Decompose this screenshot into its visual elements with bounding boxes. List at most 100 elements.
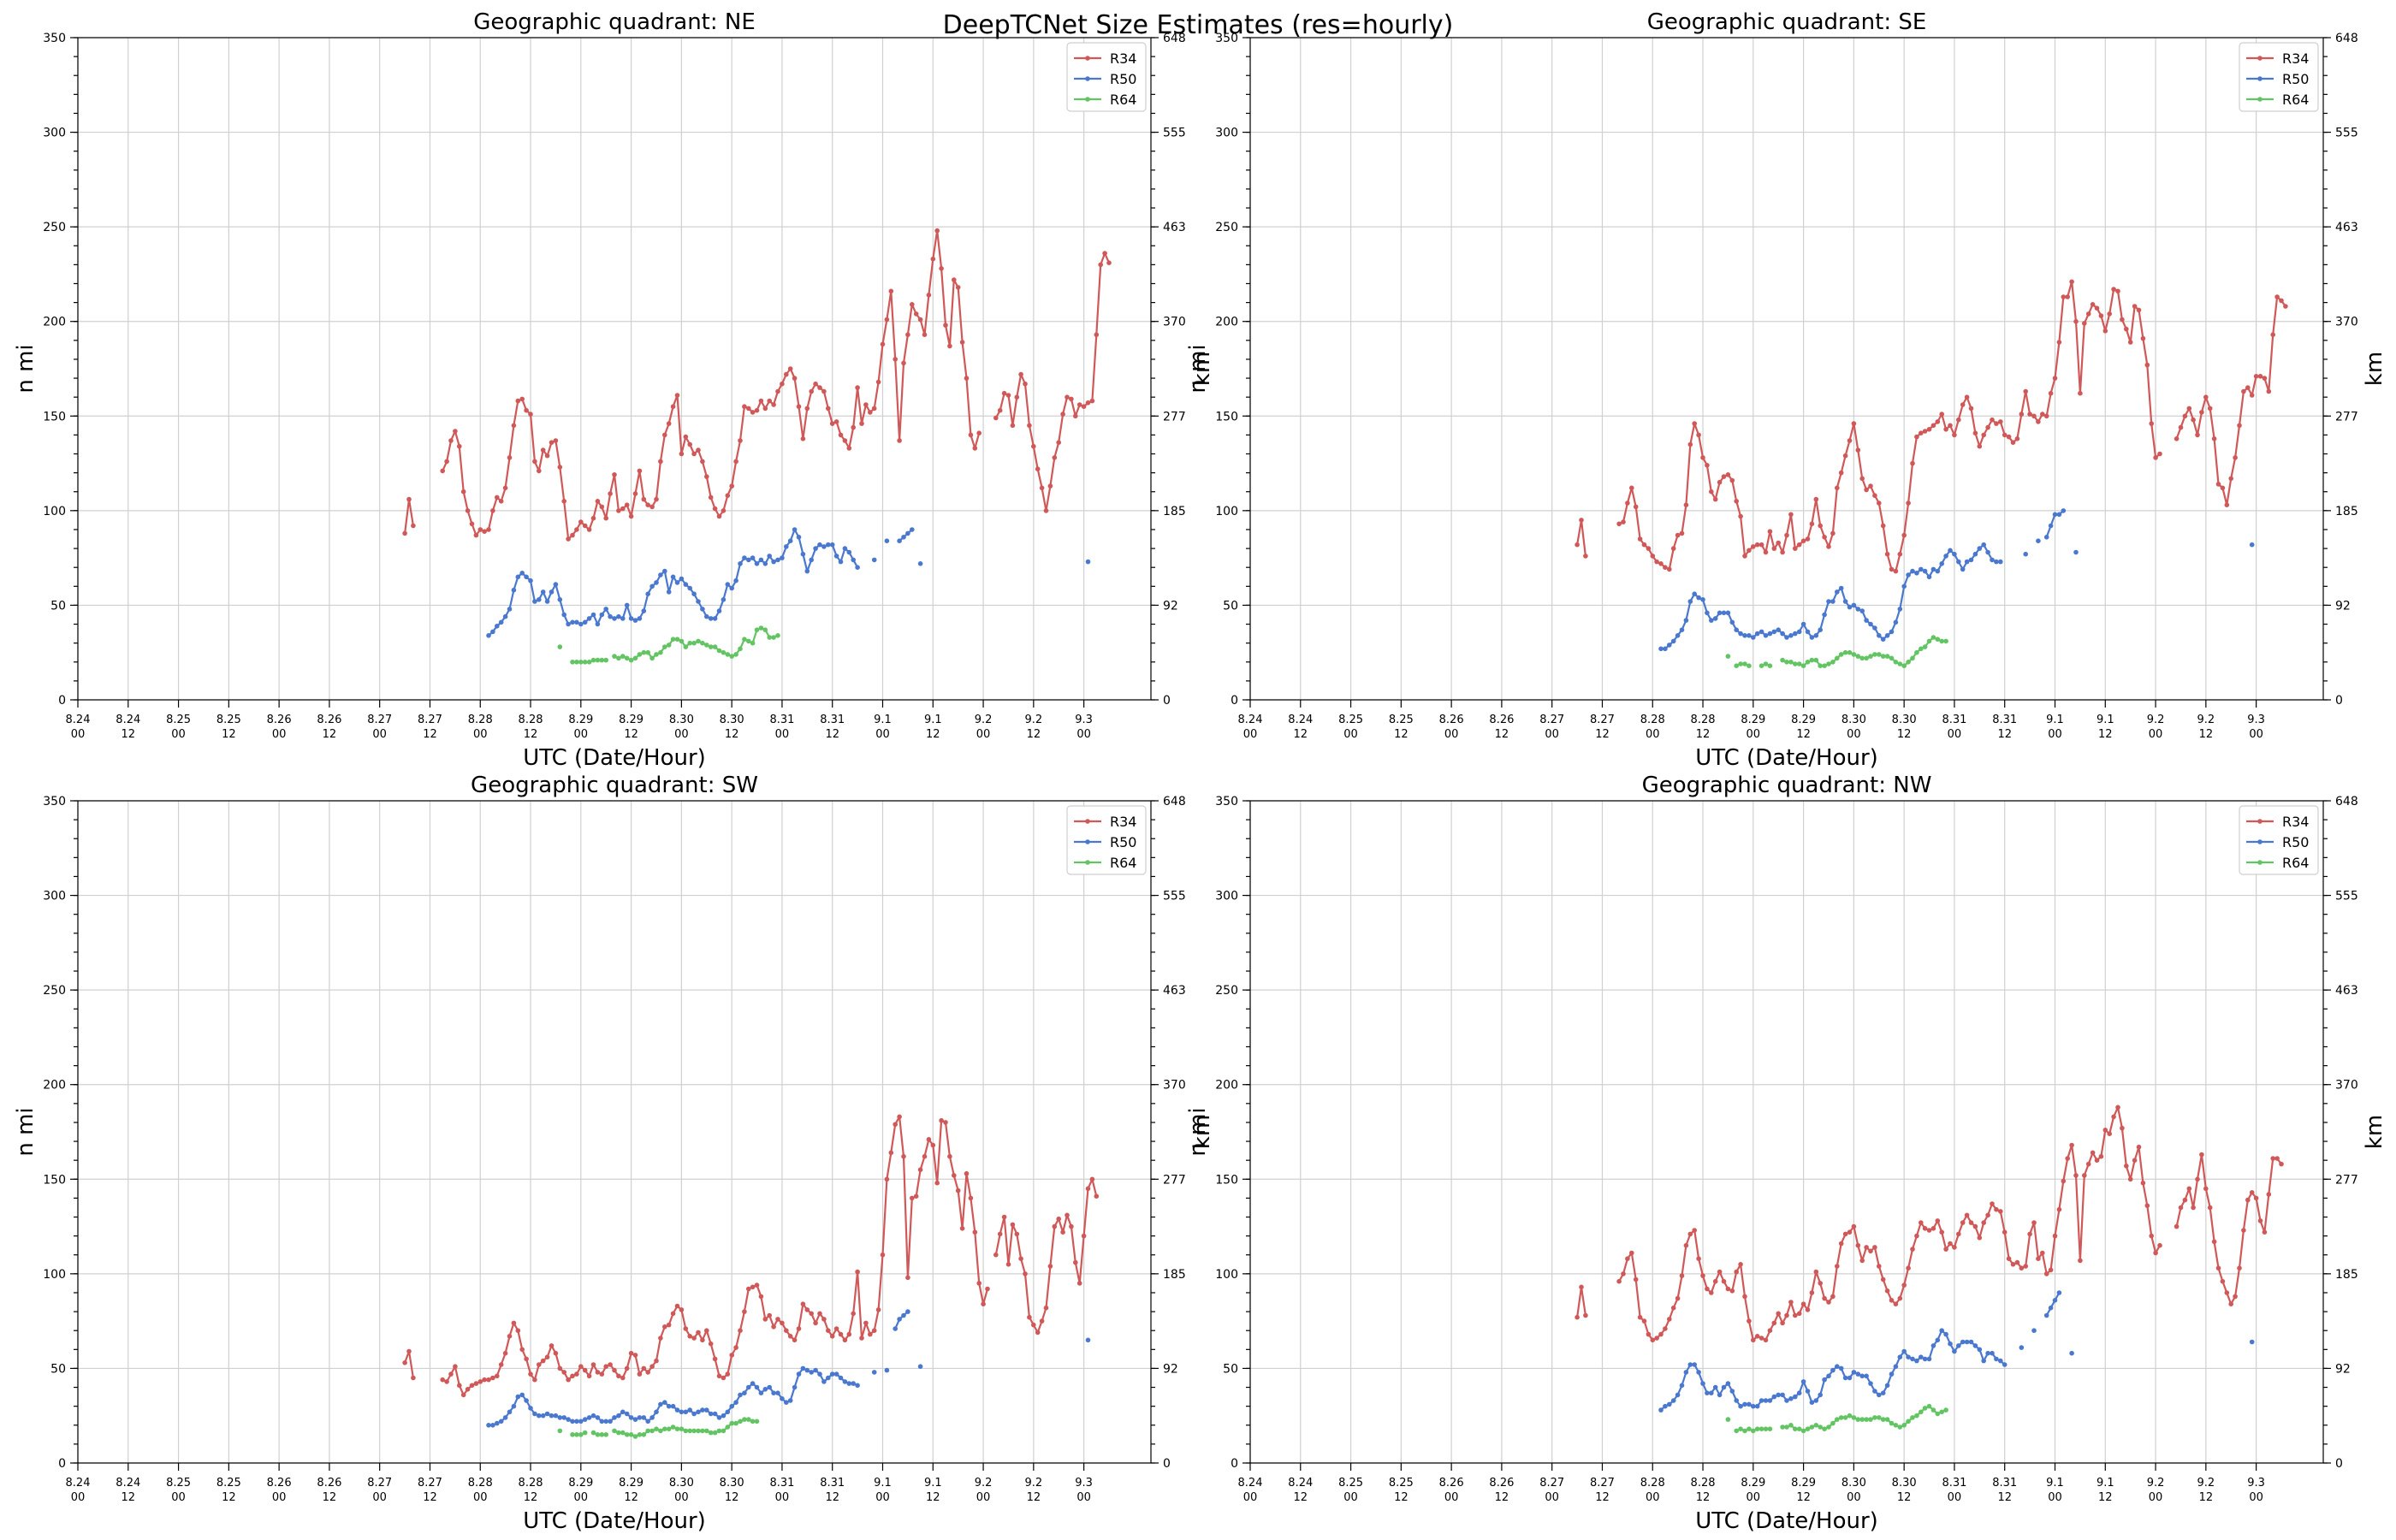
data-point [1930, 1343, 1936, 1348]
y-tick-label: 200 [43, 1079, 66, 1093]
data-point [905, 332, 910, 338]
data-point [1721, 1384, 1727, 1390]
series-r34 [402, 1114, 1100, 1398]
data-point [762, 561, 768, 566]
series-line [1576, 1286, 1586, 1318]
data-point [1805, 1426, 1811, 1431]
data-point [829, 1371, 835, 1377]
data-point [809, 557, 814, 563]
data-point [628, 1350, 634, 1356]
y-axis-label: n mi [1185, 344, 1211, 393]
data-point [1031, 443, 1036, 449]
legend-swatch-marker [1085, 56, 1090, 61]
x-tick-label-date: 8.26 [1489, 1477, 1514, 1490]
data-point [1877, 633, 1882, 638]
data-point [704, 1407, 709, 1413]
data-point [1043, 508, 1049, 513]
data-point [700, 640, 705, 646]
data-point [2245, 385, 2251, 390]
axes-frame [1249, 800, 2324, 1464]
data-point [620, 1375, 626, 1381]
data-point [964, 1170, 970, 1176]
data-point [780, 381, 785, 387]
data-point [1729, 477, 1735, 483]
data-point [574, 1419, 579, 1424]
data-point [1998, 1209, 2003, 1214]
data-point [1822, 612, 1827, 618]
data-point [2136, 1144, 2142, 1150]
data-point [708, 1341, 714, 1347]
data-point [658, 459, 663, 465]
data-point [1910, 568, 1915, 574]
data-point [880, 1252, 886, 1258]
data-point [502, 1350, 508, 1356]
data-point [1897, 1424, 1903, 1430]
data-point [826, 1328, 831, 1333]
x-tick-label-hour: 12 [1796, 1491, 1811, 1504]
data-point [1960, 402, 1966, 407]
data-point [519, 396, 525, 402]
data-point [1700, 1273, 1705, 1278]
data-point [700, 1407, 705, 1413]
x-tick-label-hour: 00 [171, 1491, 186, 1504]
data-point [1906, 572, 1911, 578]
data-point [2220, 1278, 2226, 1284]
data-point [590, 1430, 596, 1436]
x-tick-label-date: 8.31 [820, 1477, 845, 1490]
data-point [1065, 394, 1070, 400]
data-point [905, 1275, 910, 1281]
x-tick-label-date: 8.27 [1539, 1477, 1564, 1490]
x-tick-label-date: 8.30 [720, 1477, 744, 1490]
x-tick-label-date: 9.2 [1025, 714, 1043, 726]
data-point [696, 1428, 701, 1434]
data-point [1575, 1314, 1580, 1320]
data-point [515, 1394, 521, 1400]
y-tick-label: 150 [1215, 1173, 1238, 1187]
data-point [947, 1153, 952, 1159]
data-point [1621, 519, 1626, 524]
data-point [557, 1428, 563, 1434]
x-tick-label-date: 8.30 [669, 1477, 694, 1490]
data-point [402, 1360, 407, 1365]
data-point [2279, 1161, 2284, 1167]
data-point [457, 1383, 462, 1389]
data-point [1914, 649, 1919, 655]
x-tick-label-date: 8.27 [418, 1477, 442, 1490]
data-point [649, 504, 655, 510]
data-point [1027, 423, 1032, 429]
x-tick-label-hour: 12 [926, 728, 940, 741]
data-point [1889, 655, 1895, 661]
data-point [981, 1301, 986, 1306]
data-point [1851, 1370, 1857, 1375]
data-point [2014, 1259, 2020, 1265]
data-point [1646, 1331, 1652, 1337]
data-point [687, 1407, 692, 1413]
series-line [994, 252, 1111, 512]
data-point [1734, 663, 1739, 668]
data-point [976, 1281, 982, 1286]
data-point [2257, 374, 2263, 379]
x-tick-label-date: 8.29 [1741, 1477, 1765, 1490]
data-point [1637, 536, 1643, 542]
data-point [780, 1396, 785, 1401]
x-tick-label-date: 8.28 [1640, 714, 1665, 726]
data-point [1830, 660, 1836, 665]
data-point [553, 582, 559, 587]
data-point [1939, 638, 1944, 644]
x-tick-label-date: 8.24 [66, 714, 91, 726]
data-point [1872, 1245, 1877, 1250]
data-point [1683, 1370, 1689, 1375]
data-point [901, 535, 906, 540]
data-point [1692, 1362, 1697, 1367]
data-point [1742, 1428, 1747, 1434]
data-point [549, 589, 555, 595]
legend-entry-r34: R34 [2282, 814, 2309, 830]
data-point [1818, 1392, 1823, 1398]
data-point [679, 1409, 685, 1415]
data-point [1771, 1394, 1777, 1400]
data-point [612, 1415, 617, 1420]
data-point [620, 654, 626, 659]
data-point [670, 1424, 676, 1430]
data-point [406, 496, 412, 502]
data-point [1964, 1212, 1970, 1218]
